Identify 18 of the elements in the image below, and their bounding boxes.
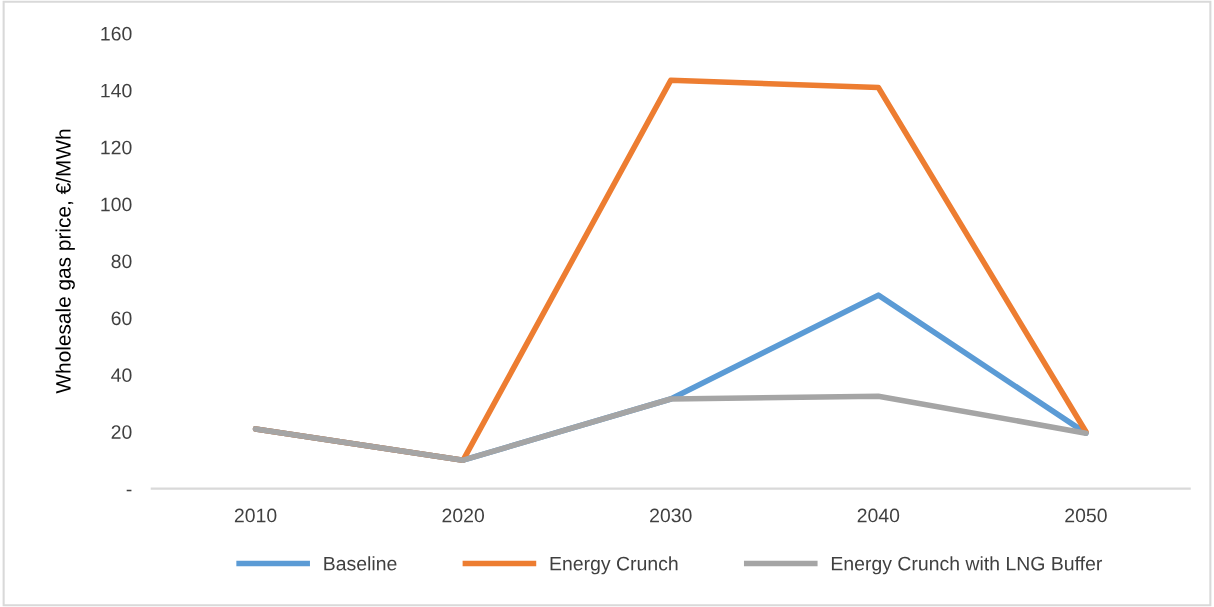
x-tick-label: 2050	[1065, 508, 1107, 523]
x-tick-label: 2020	[442, 508, 485, 523]
y-axis-title: Wholesale gas price, €/MWh	[55, 129, 75, 394]
y-tick-label: 120	[101, 140, 132, 155]
legend-label: Energy Crunch	[550, 556, 678, 575]
y-tick-label: -	[126, 489, 132, 492]
legend-label: Energy Crunch with LNG Buffer	[831, 556, 1103, 575]
x-tick-label: 2040	[857, 508, 900, 523]
y-tick-label: 40	[111, 368, 132, 383]
y-tick-label: 100	[101, 197, 132, 212]
y-tick-label: 140	[101, 83, 132, 98]
legend-label: Baseline	[324, 556, 397, 571]
y-tick-label: 20	[111, 425, 132, 439]
y-tick-label: 80	[111, 254, 132, 269]
y-tick-label: 160	[101, 26, 132, 41]
x-tick-label: 2010	[234, 508, 277, 523]
y-tick-label: 60	[111, 311, 132, 326]
x-tick-label: 2030	[650, 508, 692, 523]
